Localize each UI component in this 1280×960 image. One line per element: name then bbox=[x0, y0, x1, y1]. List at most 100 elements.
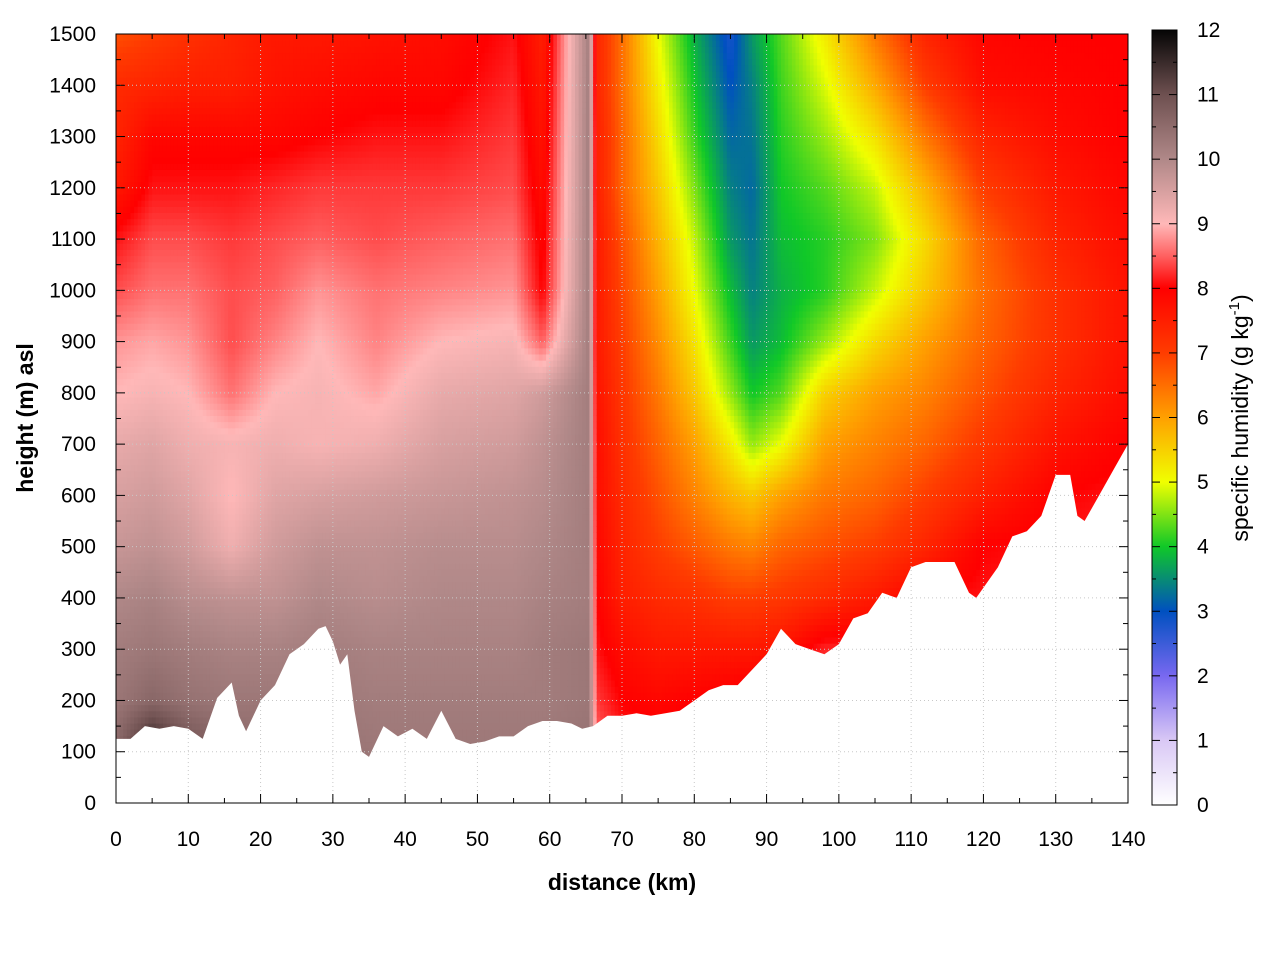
humidity-cell bbox=[123, 71, 127, 78]
humidity-cell bbox=[188, 71, 192, 78]
humidity-cell bbox=[145, 274, 149, 281]
humidity-cell bbox=[145, 625, 149, 632]
humidity-cell bbox=[181, 163, 185, 170]
humidity-cell bbox=[159, 114, 163, 121]
humidity-cell bbox=[138, 219, 142, 226]
humidity-cell bbox=[196, 348, 200, 355]
humidity-cell bbox=[127, 46, 131, 53]
humidity-cell bbox=[159, 625, 163, 632]
humidity-cell bbox=[120, 163, 124, 170]
humidity-cell bbox=[138, 46, 142, 53]
humidity-cell bbox=[221, 305, 225, 312]
humidity-cell bbox=[228, 237, 232, 244]
humidity-cell bbox=[123, 305, 127, 312]
humidity-cell bbox=[188, 495, 192, 502]
humidity-cell bbox=[177, 625, 181, 632]
humidity-cell bbox=[246, 305, 250, 312]
humidity-cell bbox=[235, 102, 239, 109]
humidity-cell bbox=[224, 108, 228, 115]
humidity-cell bbox=[185, 46, 189, 53]
humidity-cell bbox=[203, 569, 207, 576]
humidity-cell bbox=[196, 600, 200, 607]
humidity-cell bbox=[224, 52, 228, 59]
humidity-cell bbox=[177, 126, 181, 133]
humidity-cell bbox=[177, 483, 181, 490]
humidity-cell bbox=[181, 262, 185, 269]
humidity-cell bbox=[145, 514, 149, 521]
humidity-cell bbox=[232, 649, 236, 656]
humidity-cell bbox=[156, 551, 160, 558]
humidity-cell bbox=[163, 274, 167, 281]
humidity-cell bbox=[192, 452, 196, 459]
humidity-cell bbox=[232, 96, 236, 103]
humidity-cell bbox=[228, 157, 232, 164]
humidity-cell bbox=[235, 372, 239, 379]
humidity-cell bbox=[250, 151, 254, 158]
humidity-cell bbox=[210, 120, 214, 127]
humidity-cell bbox=[145, 674, 149, 681]
humidity-cell bbox=[188, 458, 192, 465]
humidity-cell bbox=[206, 108, 210, 115]
humidity-cell bbox=[152, 458, 156, 465]
humidity-cell bbox=[174, 532, 178, 539]
humidity-cell bbox=[170, 434, 174, 441]
humidity-cell bbox=[120, 280, 124, 287]
humidity-cell bbox=[243, 262, 247, 269]
humidity-cell bbox=[246, 372, 250, 379]
humidity-cell bbox=[138, 299, 142, 306]
humidity-cell bbox=[130, 354, 134, 361]
humidity-cell bbox=[174, 366, 178, 373]
humidity-cell bbox=[163, 225, 167, 232]
humidity-cell bbox=[152, 692, 156, 699]
humidity-cell bbox=[116, 219, 120, 226]
humidity-cell bbox=[210, 483, 214, 490]
humidity-cell bbox=[206, 711, 210, 718]
humidity-cell bbox=[199, 514, 203, 521]
humidity-cell bbox=[159, 711, 163, 718]
humidity-cell bbox=[181, 514, 185, 521]
humidity-cell bbox=[170, 225, 174, 232]
humidity-cell bbox=[163, 292, 167, 299]
humidity-cell bbox=[221, 329, 225, 336]
humidity-cell bbox=[127, 114, 131, 121]
humidity-cell bbox=[210, 163, 214, 170]
humidity-cell bbox=[149, 631, 153, 638]
humidity-cell bbox=[235, 120, 239, 127]
humidity-cell bbox=[149, 40, 153, 47]
humidity-cell bbox=[206, 145, 210, 152]
humidity-cell bbox=[152, 34, 156, 41]
humidity-cell bbox=[170, 606, 174, 613]
humidity-cell bbox=[214, 65, 218, 72]
humidity-cell bbox=[149, 606, 153, 613]
humidity-cell bbox=[221, 440, 225, 447]
humidity-cell bbox=[116, 163, 120, 170]
humidity-cell bbox=[217, 59, 221, 66]
humidity-cell bbox=[243, 46, 247, 53]
humidity-cell bbox=[232, 317, 236, 324]
humidity-cell bbox=[159, 342, 163, 349]
humidity-cell bbox=[120, 126, 124, 133]
humidity-cell bbox=[217, 255, 221, 262]
humidity-cell bbox=[214, 446, 218, 453]
humidity-cell bbox=[214, 391, 218, 398]
humidity-cell bbox=[210, 526, 214, 533]
humidity-cell bbox=[206, 569, 210, 576]
humidity-cell bbox=[232, 415, 236, 422]
humidity-cell bbox=[210, 354, 214, 361]
humidity-cell bbox=[174, 385, 178, 392]
humidity-cell bbox=[145, 575, 149, 582]
humidity-cell bbox=[217, 342, 221, 349]
humidity-cell bbox=[214, 680, 218, 687]
humidity-cell bbox=[141, 317, 145, 324]
humidity-cell bbox=[185, 268, 189, 275]
humidity-cell bbox=[214, 342, 218, 349]
humidity-cell bbox=[253, 102, 257, 109]
humidity-cell bbox=[127, 145, 131, 152]
humidity-cell bbox=[192, 563, 196, 570]
humidity-cell bbox=[250, 502, 254, 509]
humidity-cell bbox=[170, 495, 174, 502]
humidity-cell bbox=[199, 317, 203, 324]
humidity-cell bbox=[228, 502, 232, 509]
humidity-cell bbox=[141, 662, 145, 669]
humidity-cell bbox=[253, 538, 257, 545]
